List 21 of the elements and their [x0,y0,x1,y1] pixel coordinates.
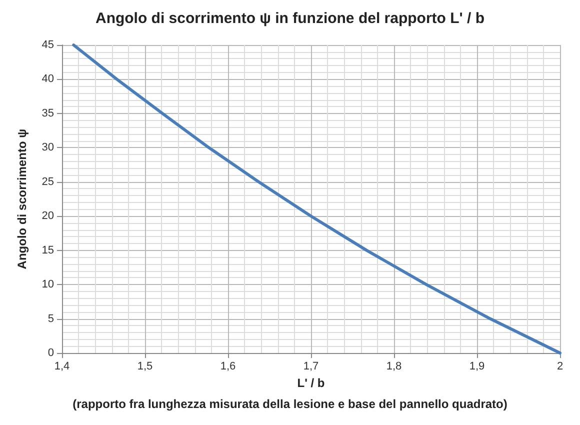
x-tick-label: 1,9 [469,360,485,372]
y-axis-title: Angolo di scorrimento ψ [15,128,29,270]
x-tick-label: 1,6 [220,360,236,372]
x-axis-title: L' / b [297,376,325,390]
y-tick-label: 40 [42,73,54,86]
text: (rapporto fra lunghezza misurata della lesione e base del pannello quadrato) [72,397,508,411]
y-tick-label: 25 [42,176,54,188]
x-tick-label: 1,5 [137,360,153,372]
y-tick-label: 15 [42,244,54,256]
y-tick-label: 20 [42,210,54,222]
y-tick-label: 35 [42,107,54,120]
y-tick-label: 0 [48,347,54,359]
y-tick-label: 10 [42,278,54,291]
x-tick-label: 1,7 [303,360,319,372]
y-tick-label: 45 [42,39,54,51]
x-tick-label: 2 [556,360,564,372]
chart-title: Angolo di scorrimento ψ in funzione del rapporto L' / b [95,10,485,27]
y-tick-label: 30 [42,142,54,154]
x-tick-label: 1,4 [54,360,70,372]
x-tick-label: 1,8 [386,360,402,372]
y-tick-label: 5 [48,312,54,325]
